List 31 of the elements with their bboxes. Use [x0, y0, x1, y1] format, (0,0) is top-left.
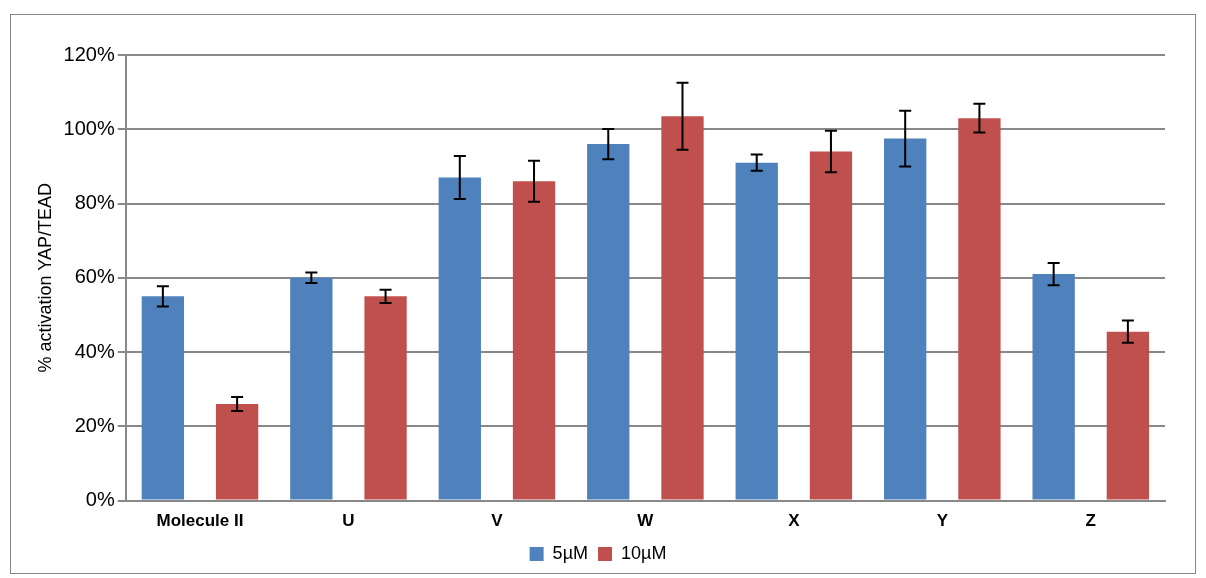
x-tick-label: Y [936, 511, 949, 531]
x-tick-label: Molecule II [156, 511, 244, 531]
y-tick-label: 40% [74, 339, 115, 362]
y-tick-label: 120% [63, 42, 115, 65]
bar [1106, 331, 1150, 500]
y-tick-label: 80% [74, 191, 115, 214]
bar [364, 296, 407, 500]
x-tick-label: Z [1085, 511, 1096, 531]
legend-label: 5µM [552, 542, 589, 563]
y-tick-label: 60% [74, 265, 115, 288]
x-tick-label: V [491, 511, 504, 531]
bar [735, 162, 778, 500]
bar [884, 138, 927, 500]
bar [661, 116, 704, 500]
bar [809, 151, 853, 500]
x-tick-label: X [788, 511, 801, 531]
y-axis-title: % activation YAP/TEAD [34, 183, 55, 373]
y-tick-label: 0% [85, 488, 115, 511]
x-tick-label: U [342, 511, 355, 531]
legend-label: 10µM [620, 542, 667, 563]
y-tick-label: 100% [63, 116, 115, 139]
bar [512, 181, 556, 500]
bar [215, 404, 259, 500]
bar [141, 296, 185, 500]
x-tick-label: W [637, 511, 655, 531]
bar [438, 177, 481, 500]
y-tick-label: 20% [74, 413, 115, 436]
bar [1032, 274, 1075, 500]
bar [290, 277, 333, 500]
bar [587, 144, 630, 500]
bar [958, 118, 1001, 500]
